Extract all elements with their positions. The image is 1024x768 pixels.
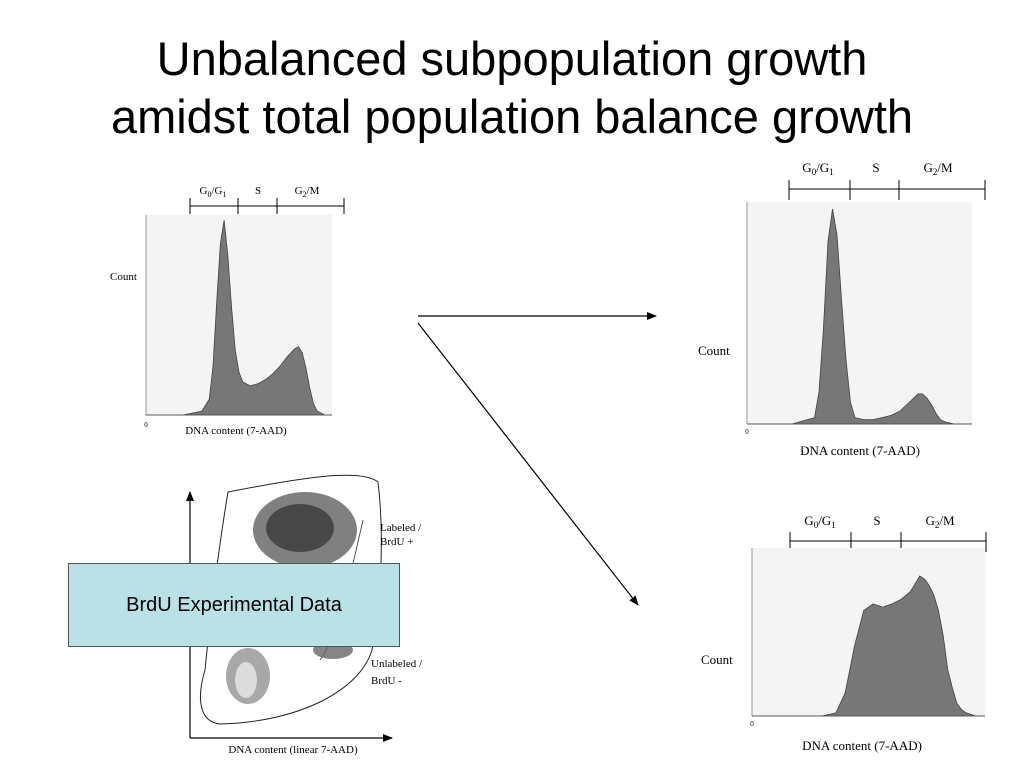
labeled-g0g1-label: G0/G1 [804,513,835,530]
unlabeled-plot-area [747,202,972,424]
unlabeled-count-label: Count [698,343,730,358]
labeled-region-line2: BrdU + [380,536,413,548]
initial-s-label: S [255,185,261,197]
unlabeled-region-line2: BrdU - [371,675,402,687]
initial-g0g1-label: G0/G1 [200,185,227,199]
brdu-caption-text: BrdU Experimental Data [126,593,342,616]
initial-count-label: Count [110,271,137,283]
unlabeled-g0g1-label: G0/G1 [802,160,833,177]
dotplot-region-labels: Labeled / BrdU + Unlabeled / BrdU - [371,522,423,687]
arrow-to-labeled [417,322,639,606]
unlabeled-x-label: DNA content (7-AAD) [800,443,920,458]
dotplot-x-label: DNA content (linear 7-AAD) [228,744,358,756]
labeled-x-tick-0: 0 [750,720,754,728]
labeled-region-line1: Labeled / [380,522,422,534]
initial-phase-labels: G0/G1 S G2/M [200,185,320,199]
unlabeled-g1-core [235,662,257,698]
title-line-2: amidst total population balance growth [110,90,914,143]
labeled-histogram-area [752,575,985,717]
unlabeled-histogram-panel: G0/G1 S G2/M Count 0 DNA content (7-AAD) [698,160,986,458]
initial-phase-gates [189,198,345,214]
unlabeled-g2m-label: G2/M [923,160,953,177]
labeled-population-core [266,504,334,552]
labeled-s-label: S [873,513,880,528]
labeled-phase-labels: G0/G1 S G2/M [804,513,955,530]
brdu-caption-box: BrdU Experimental Data [68,563,400,647]
labeled-g2m-label: G2/M [925,513,955,530]
initial-histogram-panel: G0/G1 S G2/M Count 0 DNA content (7-AAD) [110,185,345,437]
labeled-count-label: Count [701,652,733,667]
unlabeled-s-label: S [872,160,879,175]
unlabeled-phase-gates [788,180,986,200]
initial-x-label: DNA content (7-AAD) [185,425,287,437]
unlabeled-phase-labels: G0/G1 S G2/M [802,160,953,177]
slide-title: Unbalanced subpopulation growth amidst t… [0,30,1024,146]
labeled-x-label: DNA content (7-AAD) [802,738,922,753]
initial-histogram-area [146,219,332,416]
unlabeled-x-tick-0: 0 [745,428,749,436]
initial-g2m-label: G2/M [295,185,320,199]
labeled-histogram-panel: G0/G1 S G2/M Count 0 DNA content (7-AAD) [701,513,987,753]
initial-x-tick-0: 0 [144,421,148,429]
unlabeled-histogram-area [747,208,972,425]
unlabeled-region-line1: Unlabeled / [371,658,423,670]
title-line-1: Unbalanced subpopulation growth [156,32,868,85]
